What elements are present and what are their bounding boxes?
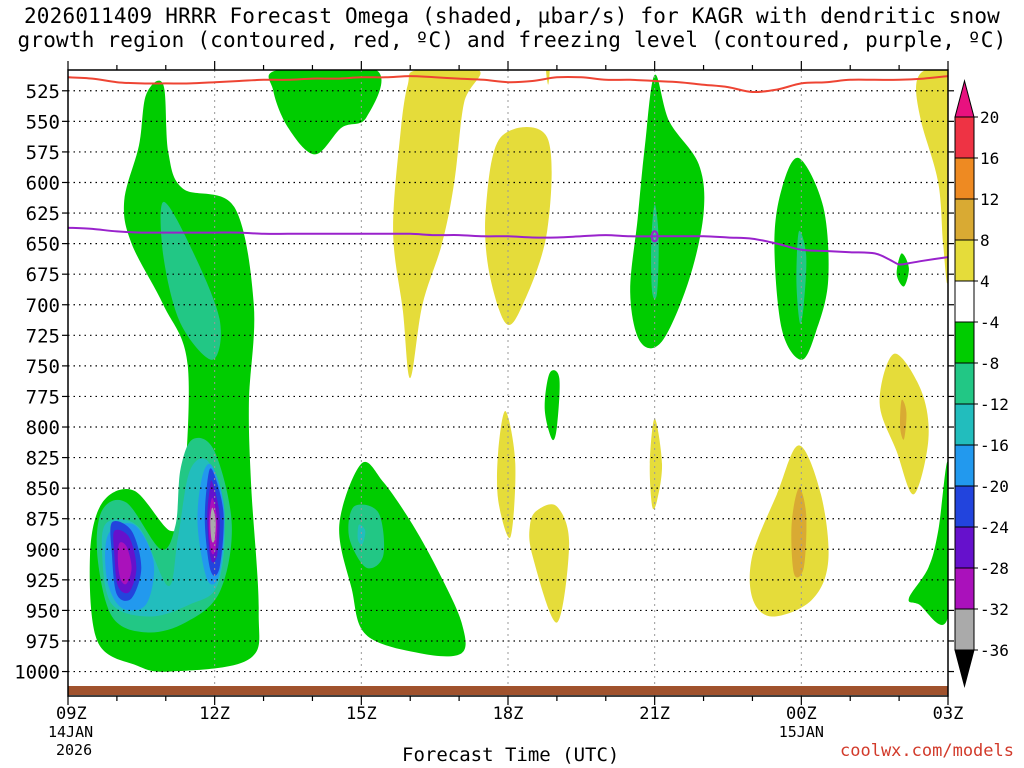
- x-tick-date-label: 14JAN: [48, 723, 93, 741]
- y-tick-label: 925: [26, 570, 60, 592]
- colorbar-bin: [954, 567, 975, 610]
- omega-region-teal-mid-upper: [160, 201, 221, 360]
- freezing-level-contour: [68, 226, 948, 266]
- y-tick-label: 625: [26, 203, 60, 225]
- credit-text: coolwx.com/models: [840, 741, 1014, 761]
- omega-region-green-sliver-20z: [544, 370, 560, 441]
- colorbar-bin: [954, 526, 975, 569]
- y-tick-label: 575: [26, 142, 60, 164]
- y-tick-label: 650: [26, 234, 60, 256]
- omega-region-yellow-mid-19z: [485, 126, 552, 326]
- omega-region-purple-lower-left: [117, 542, 132, 585]
- y-tick-label: 675: [26, 264, 60, 286]
- colorbar-under-triangle: [954, 649, 975, 688]
- colorbar-bin: [954, 321, 975, 364]
- x-tick-label: 18Z: [493, 704, 524, 724]
- omega-region-green-low-15z: [339, 461, 466, 657]
- colorbar-bin: [954, 444, 975, 487]
- omega-region-yellow-03z-top: [916, 70, 948, 284]
- colorbar-bin: [954, 239, 975, 282]
- y-tick-label: 975: [26, 631, 60, 653]
- y-tick-label: 750: [26, 356, 60, 378]
- omega-region-yellow-tall-16z: [393, 70, 481, 379]
- omega-region-teal-00z: [796, 230, 807, 324]
- colorbar-label: -8: [980, 354, 999, 373]
- y-tick-label: 550: [26, 111, 60, 133]
- x-tick-label: 21Z: [639, 704, 670, 724]
- colorbar-bin: [954, 608, 975, 651]
- omega-shading-layer: [89, 70, 948, 672]
- y-tick-label: 600: [26, 172, 60, 194]
- y-tick-label: 850: [26, 478, 60, 500]
- x-tick-label: 15Z: [346, 704, 377, 724]
- y-tick-label: 1000: [14, 662, 60, 684]
- x-tick-year-label: 2026: [56, 741, 92, 759]
- colorbar-label: -4: [980, 313, 999, 332]
- freezing-level-loop: [650, 230, 659, 243]
- omega-region-gold-00z-low: [791, 487, 807, 578]
- colorbar-bin: [954, 403, 975, 446]
- chart-title-line1: 2026011409 HRRR Forecast Omega (shaded, …: [23, 4, 1001, 28]
- colorbar-label: -28: [980, 559, 1009, 578]
- y-tick-label: 950: [26, 600, 60, 622]
- omega-region-yellow-low-20z: [529, 504, 570, 623]
- y-tick-label: 700: [26, 295, 60, 317]
- contour-lines-layer: [68, 75, 948, 695]
- omega-region-yellow-21z-low: [649, 418, 663, 510]
- colorbar-bin: [954, 280, 975, 323]
- gridlines: [67, 70, 949, 696]
- omega-region-teal-low-15z: [348, 504, 385, 569]
- colorbar-label: 4: [980, 272, 990, 291]
- y-tick-label: 525: [26, 81, 60, 103]
- x-tick-label: 03Z: [933, 704, 964, 724]
- colorbar-bin: [954, 157, 975, 200]
- omega-region-yellow-00z-low: [749, 445, 829, 617]
- omega-region-gold-02z-mid: [899, 399, 907, 440]
- x-tick-label: 00Z: [786, 704, 817, 724]
- omega-region-green-02z-small: [896, 253, 909, 287]
- x-axis-title: Forecast Time (UTC): [402, 744, 620, 766]
- colorbar-label: 12: [980, 190, 999, 209]
- y-tick-label: 725: [26, 325, 60, 347]
- x-tick-label: 12Z: [199, 704, 230, 724]
- colorbar-label: 8: [980, 231, 990, 250]
- omega-region-yellow-low-18z: [496, 410, 516, 538]
- y-tick-label: 900: [26, 539, 60, 561]
- y-tick-label: 775: [26, 386, 60, 408]
- omega-region-green-top-15z: [268, 70, 382, 155]
- surface-ground-bar: [68, 686, 948, 695]
- y-tick-label: 875: [26, 509, 60, 531]
- x-tick-label: 09Z: [56, 704, 87, 724]
- colorbar-label: -32: [980, 600, 1009, 619]
- colorbar-bin: [954, 198, 975, 241]
- colorbar-label: -16: [980, 436, 1009, 455]
- chart-title-line2: growth region (contoured, red, ºC) and f…: [17, 28, 1007, 52]
- colorbar-label: 16: [980, 149, 999, 168]
- axes: 525 550 575 600 625 650 675 700 725 750 775 800 825 8…: [14, 61, 963, 759]
- colorbar-label: -12: [980, 395, 1009, 414]
- omega-region-yellow-sliver-20z: [546, 70, 550, 85]
- y-tick-label: 825: [26, 448, 60, 470]
- y-tick-label: 800: [26, 417, 60, 439]
- colorbar-over-triangle: [954, 79, 975, 118]
- colorbar-label: -24: [980, 518, 1009, 537]
- omega-region-green-03z-low: [908, 461, 948, 625]
- colorbar-bin: [954, 362, 975, 405]
- omega-region-cyan-dot-15z: [357, 524, 366, 545]
- colorbar: 20 16 12 8 4 -4 -8 -12 -16 -20 -24 -28 -32 -36: [954, 79, 1009, 688]
- colorbar-label: -20: [980, 477, 1009, 496]
- chart-title: 2026011409 HRRR Forecast Omega (shaded, …: [0, 4, 1024, 52]
- colorbar-label: 20: [980, 108, 999, 127]
- colorbar-label: -36: [980, 641, 1009, 660]
- dendritic-growth-contour: [68, 75, 948, 94]
- colorbar-bin: [954, 116, 975, 159]
- omega-region-green-21z: [630, 74, 705, 349]
- colorbar-bin: [954, 485, 975, 528]
- x-tick-date-label: 15JAN: [779, 723, 824, 741]
